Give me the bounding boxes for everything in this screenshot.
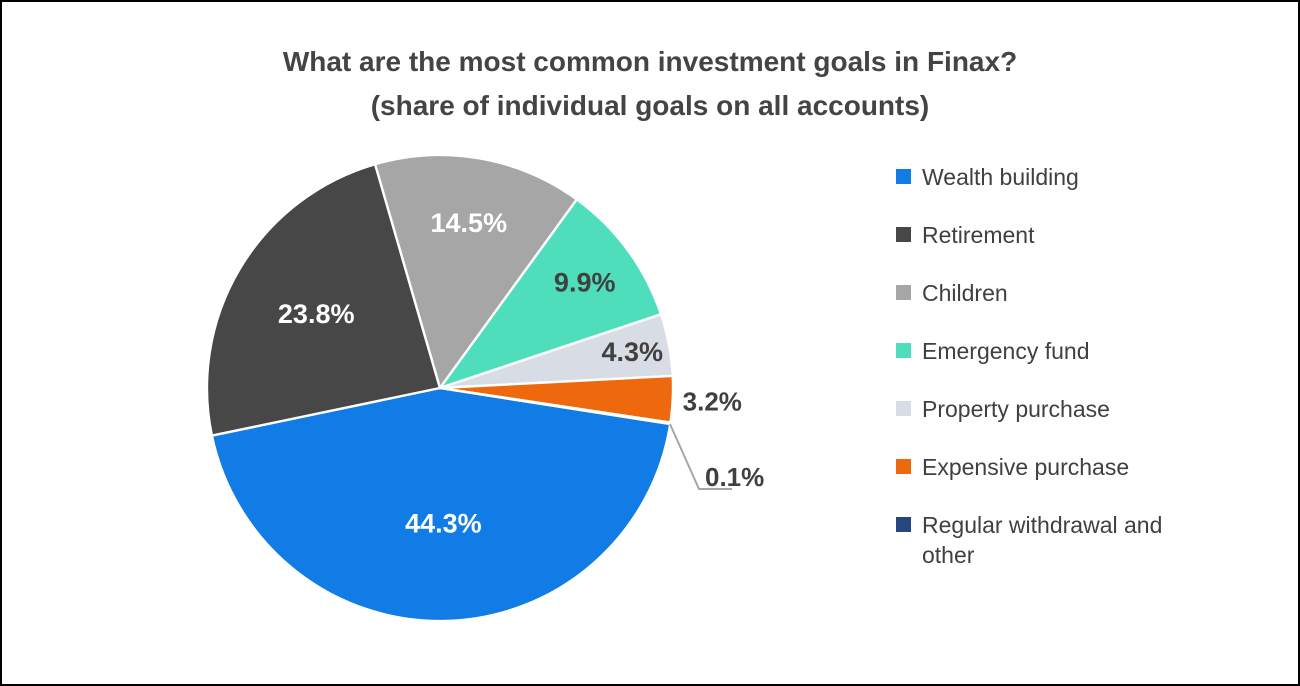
legend-swatch [896,169,911,184]
legend-item: Expensive purchase [896,452,1216,482]
legend-label: Children [922,280,1008,306]
legend-label: Regular withdrawal and other [922,512,1163,568]
legend-swatch [896,285,911,300]
legend-swatch [896,459,911,474]
legend-swatch [896,227,911,242]
legend-label: Retirement [922,222,1035,248]
legend-label: Property purchase [922,396,1110,422]
leader-line [669,423,732,490]
chart-title: What are the most common investment goal… [2,40,1298,128]
legend-swatch [896,343,911,358]
slice-label: 14.5% [431,208,508,238]
legend-item: Emergency fund [896,336,1216,366]
legend-label: Wealth building [922,164,1079,190]
legend-item: Retirement [896,220,1216,250]
slice-label: 4.3% [602,337,664,367]
pie-slice [438,198,663,390]
pie-slice [205,163,442,437]
legend-swatch [896,401,911,416]
legend-item: Children [896,278,1216,308]
chart-title-line2: (share of individual goals on all accoun… [370,90,930,121]
pie-slice [210,386,672,623]
slice-label: 44.3% [405,509,482,539]
legend-label: Expensive purchase [922,454,1130,480]
legend-item: Regular withdrawal and other [896,510,1216,570]
legend-item: Property purchase [896,394,1216,424]
slice-label: 9.9% [554,267,616,297]
legend-label: Emergency fund [922,338,1090,364]
legend-swatch [896,517,911,532]
slice-label: 0.1% [705,462,764,492]
legend: Wealth building Retirement Children Emergen… [896,162,1216,598]
chart-title-line1: What are the most common investment goal… [282,46,1018,77]
legend-item: Wealth building [896,162,1216,192]
slice-label: 23.8% [278,299,355,329]
slice-label: 3.2% [683,386,742,416]
pie-slice [373,153,578,390]
